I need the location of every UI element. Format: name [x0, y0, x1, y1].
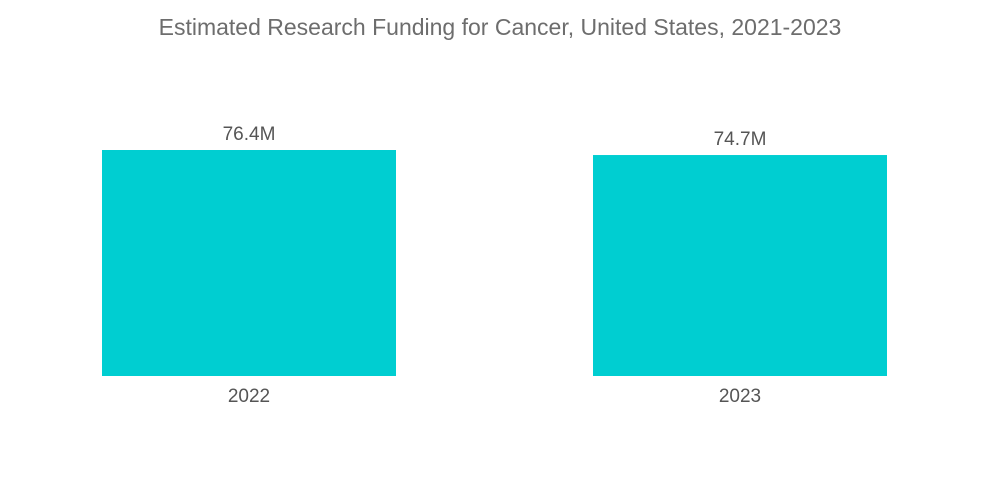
chart-title: Estimated Research Funding for Cancer, U… [158, 14, 842, 40]
labels-group: 76.4M 2022 74.7M 2023 [223, 124, 767, 407]
bar-2023 [593, 155, 887, 376]
data-label-2022: 76.4M [223, 124, 276, 145]
x-tick-label-2022: 2022 [228, 386, 270, 407]
data-label-2023: 74.7M [714, 129, 767, 150]
bars-group [102, 150, 887, 376]
bar-2022 [102, 150, 396, 376]
x-tick-label-2023: 2023 [719, 386, 761, 407]
